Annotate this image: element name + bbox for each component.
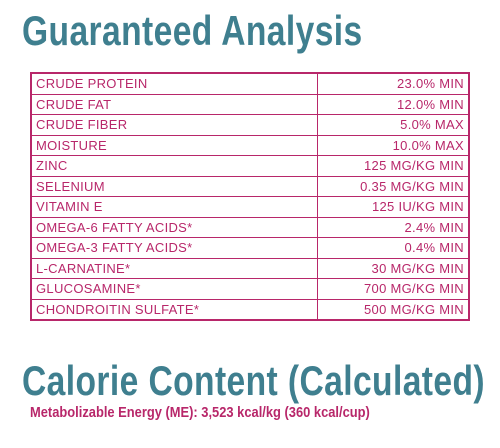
analysis-table: CRUDE PROTEIN 23.0% MIN CRUDE FAT 12.0% MIN…	[30, 72, 470, 321]
nutrient-name: CRUDE FAT	[30, 93, 318, 115]
nutrient-value: 500 MG/KG MIN	[317, 298, 470, 321]
nutrient-value: 0.4% MIN	[317, 237, 470, 259]
nutrient-name: GLUCOSAMINE*	[30, 278, 318, 300]
nutrient-value: 0.35 MG/KG MIN	[317, 175, 470, 197]
nutrient-value: 2.4% MIN	[317, 216, 470, 238]
calorie-text: Metabolizable Energy (ME): 3,523 kcal/kg…	[30, 404, 370, 421]
nutrient-value: 125 MG/KG MIN	[317, 155, 470, 177]
nutrient-name: L-CARNATINE*	[30, 257, 318, 279]
table-row: CRUDE PROTEIN 23.0% MIN	[30, 72, 470, 95]
nutrient-name: CRUDE FIBER	[30, 114, 318, 136]
nutrient-value: 23.0% MIN	[317, 72, 470, 95]
nutrient-name: SELENIUM	[30, 175, 318, 197]
nutrient-name: VITAMIN E	[30, 196, 318, 218]
table-row: L-CARNATINE* 30 MG/KG MIN	[30, 257, 470, 279]
nutrient-value: 12.0% MIN	[317, 93, 470, 115]
nutrient-value: 700 MG/KG MIN	[317, 278, 470, 300]
nutrient-value: 5.0% MAX	[317, 114, 470, 136]
nutrient-value: 30 MG/KG MIN	[317, 257, 470, 279]
nutrient-name: CHONDROITIN SULFATE*	[30, 298, 318, 321]
table-row: VITAMIN E 125 IU/KG MIN	[30, 196, 470, 218]
table-row: MOISTURE 10.0% MAX	[30, 134, 470, 156]
nutrient-name: MOISTURE	[30, 134, 318, 156]
nutrient-name: CRUDE PROTEIN	[30, 72, 318, 95]
title: Guaranteed Analysis	[22, 7, 363, 54]
nutrient-name: OMEGA-3 FATTY ACIDS*	[30, 237, 318, 259]
nutrient-name: OMEGA-6 FATTY ACIDS*	[30, 216, 318, 238]
table-row: GLUCOSAMINE* 700 MG/KG MIN	[30, 278, 470, 300]
nutrient-name: ZINC	[30, 155, 318, 177]
nutrient-value: 10.0% MAX	[317, 134, 470, 156]
table-row: ZINC 125 MG/KG MIN	[30, 155, 470, 177]
table-row: CRUDE FIBER 5.0% MAX	[30, 114, 470, 136]
nutrient-value: 125 IU/KG MIN	[317, 196, 470, 218]
table-row: CRUDE FAT 12.0% MIN	[30, 93, 470, 115]
table-row: CHONDROITIN SULFATE* 500 MG/KG MIN	[30, 298, 470, 321]
table-row: OMEGA-6 FATTY ACIDS* 2.4% MIN	[30, 216, 470, 238]
table-row: OMEGA-3 FATTY ACIDS* 0.4% MIN	[30, 237, 470, 259]
table-row: SELENIUM 0.35 MG/KG MIN	[30, 175, 470, 197]
calorie-title: Calorie Content (Calculated)	[22, 357, 485, 404]
